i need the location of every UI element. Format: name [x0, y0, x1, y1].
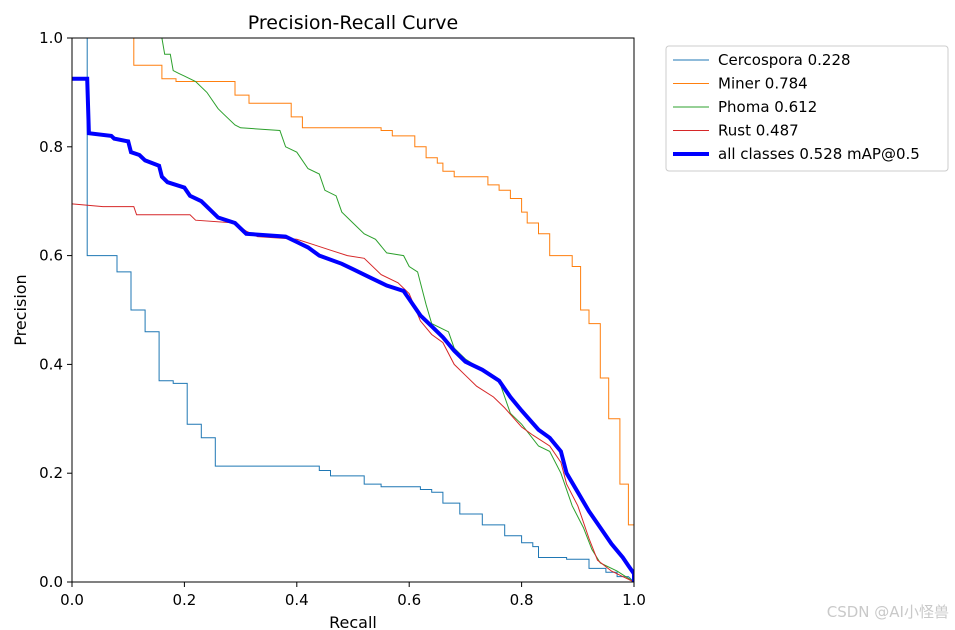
series-line-3: [161, 38, 634, 582]
legend-label-3: Phoma 0.612: [718, 98, 817, 116]
legend-label-1: Cercospora 0.228: [718, 51, 851, 69]
x-tick-label: 1.0: [622, 591, 646, 609]
axes-ticks: 0.0 0.2 0.4 0.6 0.8 1.0 0.0 0.2 0.4 0.6 0.8 1.0: [39, 29, 646, 609]
y-tick-label: 0.4: [39, 355, 63, 373]
x-tick-label: 0.0: [60, 591, 84, 609]
watermark: CSDN @AI小怪兽: [826, 603, 949, 621]
plot-frame: [71, 37, 635, 583]
series-line-5: [72, 76, 634, 582]
y-tick-label: 0.0: [39, 573, 63, 591]
legend-label-4: Rust 0.487: [718, 122, 799, 140]
y-tick-label: 0.8: [39, 138, 63, 156]
y-axis-label: Precision: [11, 274, 30, 345]
legend-box: [665, 45, 949, 172]
y-tick-label: 0.2: [39, 464, 63, 482]
series-line-1: [72, 38, 634, 582]
x-tick-label: 0.2: [172, 591, 196, 609]
plot-area: [72, 38, 634, 582]
series-line-2: [131, 38, 634, 582]
x-tick-label: 0.8: [510, 591, 534, 609]
legend: Cercospora 0.228 Miner 0.784 Phoma 0.612 Ru…: [665, 45, 949, 172]
x-tick-label: 0.6: [397, 591, 421, 609]
x-axis-label: Recall: [329, 613, 377, 630]
legend-label-5: all classes 0.528 mAP@0.5: [718, 145, 920, 163]
legend-label-2: Miner 0.784: [718, 75, 808, 93]
chart-title: Precision-Recall Curve: [248, 12, 458, 34]
y-tick-label: 0.6: [39, 247, 63, 265]
series-line-4: [72, 203, 634, 582]
x-tick-label: 0.4: [285, 591, 309, 609]
y-tick-label: 1.0: [39, 29, 63, 47]
